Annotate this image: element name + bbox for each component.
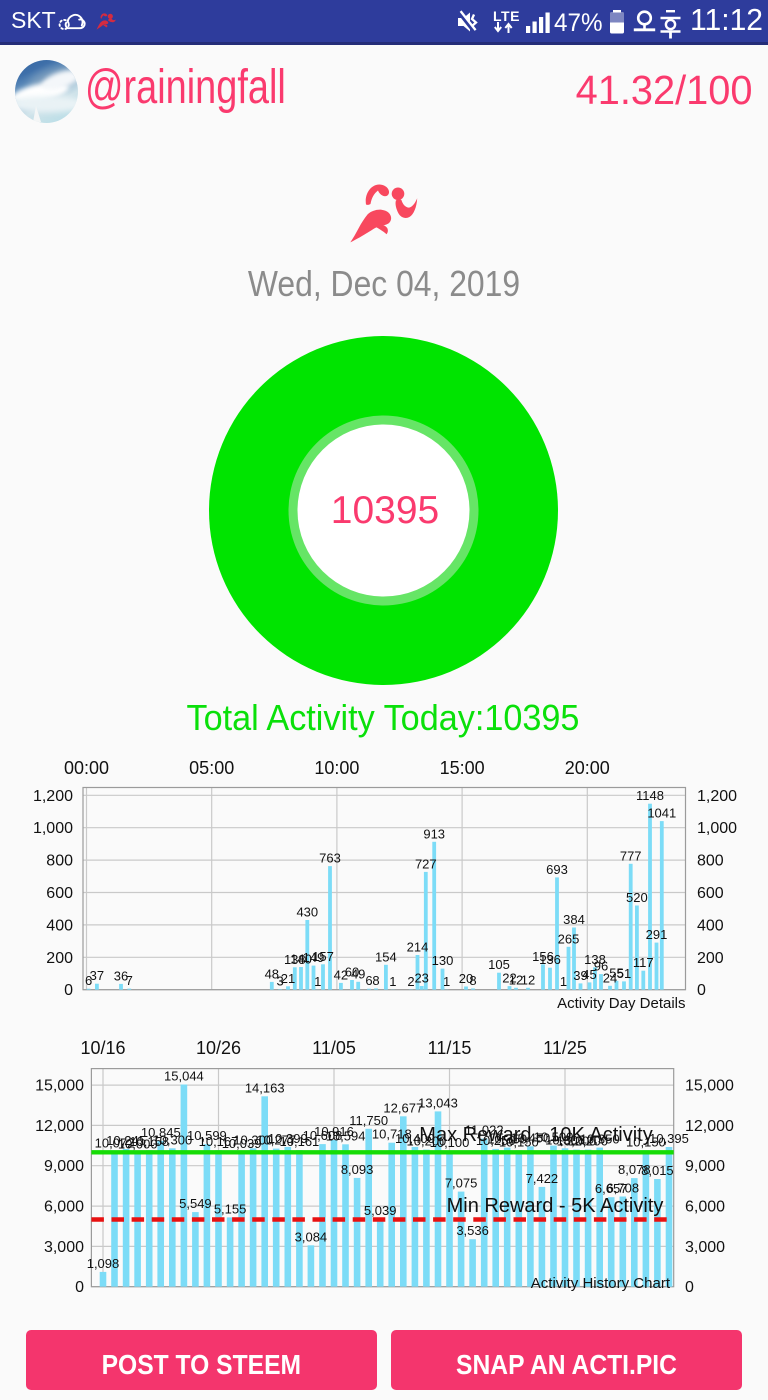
svg-text:12: 12 <box>521 972 535 987</box>
svg-text:913: 913 <box>423 826 445 841</box>
svg-text:Activity History Chart: Activity History Chart <box>531 1275 671 1292</box>
svg-text:13,043: 13,043 <box>418 1095 458 1110</box>
svg-text:8: 8 <box>469 973 476 988</box>
svg-text:Min Reward - 5K Activity: Min Reward - 5K Activity <box>447 1195 664 1217</box>
svg-text:1: 1 <box>443 974 450 989</box>
svg-text:727: 727 <box>415 856 437 871</box>
svg-text:600: 600 <box>46 885 73 902</box>
svg-text:7: 7 <box>126 973 133 988</box>
svg-text:11/15: 11/15 <box>428 1038 472 1058</box>
svg-text:6,000: 6,000 <box>44 1199 84 1216</box>
svg-text:1,000: 1,000 <box>33 820 73 837</box>
svg-text:51: 51 <box>617 966 631 981</box>
svg-text:600: 600 <box>697 885 724 902</box>
svg-text:777: 777 <box>620 848 642 863</box>
svg-text:7,075: 7,075 <box>445 1176 478 1191</box>
svg-text:10/16: 10/16 <box>80 1038 125 1058</box>
svg-text:1148: 1148 <box>636 788 664 803</box>
svg-text:291: 291 <box>646 927 668 942</box>
svg-text:20:00: 20:00 <box>565 758 610 778</box>
svg-text:15,000: 15,000 <box>35 1078 84 1095</box>
svg-text:Max Reward - 10K Activity: Max Reward - 10K Activity <box>419 1124 652 1146</box>
svg-text:0: 0 <box>64 982 73 999</box>
svg-text:6,000: 6,000 <box>685 1199 725 1216</box>
svg-text:154: 154 <box>375 949 397 964</box>
svg-text:3,000: 3,000 <box>44 1239 84 1256</box>
svg-text:14,163: 14,163 <box>245 1080 285 1095</box>
svg-text:12,000: 12,000 <box>685 1118 734 1135</box>
svg-text:5,549: 5,549 <box>179 1196 212 1211</box>
svg-text:Activity Day Details: Activity Day Details <box>557 995 685 1012</box>
svg-text:5,039: 5,039 <box>364 1203 397 1218</box>
svg-text:800: 800 <box>697 853 724 870</box>
svg-text:693: 693 <box>546 862 568 877</box>
svg-text:3,000: 3,000 <box>685 1239 725 1256</box>
svg-text:400: 400 <box>46 917 73 934</box>
svg-text:1,098: 1,098 <box>87 1256 120 1271</box>
svg-text:5,155: 5,155 <box>214 1201 247 1216</box>
svg-text:11/05: 11/05 <box>312 1038 356 1058</box>
svg-text:37: 37 <box>90 968 104 983</box>
svg-text:15,044: 15,044 <box>164 1069 204 1084</box>
svg-text:10/26: 10/26 <box>196 1038 241 1058</box>
svg-text:9,000: 9,000 <box>44 1158 84 1175</box>
svg-text:21: 21 <box>281 971 295 986</box>
svg-text:1,200: 1,200 <box>33 788 73 805</box>
svg-text:384: 384 <box>563 912 585 927</box>
svg-text:10,594: 10,594 <box>326 1128 366 1143</box>
svg-text:7,422: 7,422 <box>526 1171 559 1186</box>
svg-text:430: 430 <box>296 905 318 920</box>
svg-text:10395: 10395 <box>331 489 439 532</box>
svg-text:49: 49 <box>351 966 365 981</box>
svg-text:23: 23 <box>414 971 428 986</box>
svg-text:400: 400 <box>697 917 724 934</box>
svg-text:15:00: 15:00 <box>440 758 485 778</box>
svg-text:0: 0 <box>75 1279 84 1296</box>
svg-text:0: 0 <box>697 982 706 999</box>
svg-text:8,093: 8,093 <box>341 1162 374 1177</box>
svg-text:8: 8 <box>372 973 379 988</box>
svg-text:214: 214 <box>407 940 429 955</box>
svg-text:11/25: 11/25 <box>543 1038 587 1058</box>
svg-text:10:00: 10:00 <box>314 758 359 778</box>
svg-text:1,000: 1,000 <box>697 820 737 837</box>
svg-text:8,015: 8,015 <box>641 1163 674 1178</box>
svg-text:0: 0 <box>685 1279 694 1296</box>
svg-text:130: 130 <box>432 953 454 968</box>
svg-text:9,000: 9,000 <box>685 1158 725 1175</box>
svg-text:763: 763 <box>319 851 341 866</box>
svg-text:265: 265 <box>558 931 580 946</box>
svg-text:200: 200 <box>697 950 724 967</box>
svg-text:10,395: 10,395 <box>649 1131 689 1146</box>
svg-text:12,000: 12,000 <box>35 1118 84 1135</box>
svg-text:11,750: 11,750 <box>349 1113 388 1128</box>
svg-text:00:00: 00:00 <box>64 758 109 778</box>
svg-text:1: 1 <box>314 974 321 989</box>
svg-text:117: 117 <box>633 955 654 970</box>
svg-text:1,200: 1,200 <box>697 788 737 805</box>
svg-text:520: 520 <box>626 890 648 905</box>
svg-text:3,084: 3,084 <box>295 1229 328 1244</box>
svg-text:3,536: 3,536 <box>456 1223 489 1238</box>
svg-text:1: 1 <box>560 974 567 989</box>
svg-text:1041: 1041 <box>647 806 676 821</box>
svg-text:1: 1 <box>389 974 396 989</box>
svg-text:200: 200 <box>46 950 73 967</box>
svg-text:157: 157 <box>312 949 334 964</box>
svg-text:05:00: 05:00 <box>189 758 234 778</box>
svg-text:800: 800 <box>46 853 73 870</box>
svg-text:136: 136 <box>539 952 561 967</box>
svg-text:15,000: 15,000 <box>685 1078 734 1095</box>
svg-text:6,708: 6,708 <box>607 1181 640 1196</box>
